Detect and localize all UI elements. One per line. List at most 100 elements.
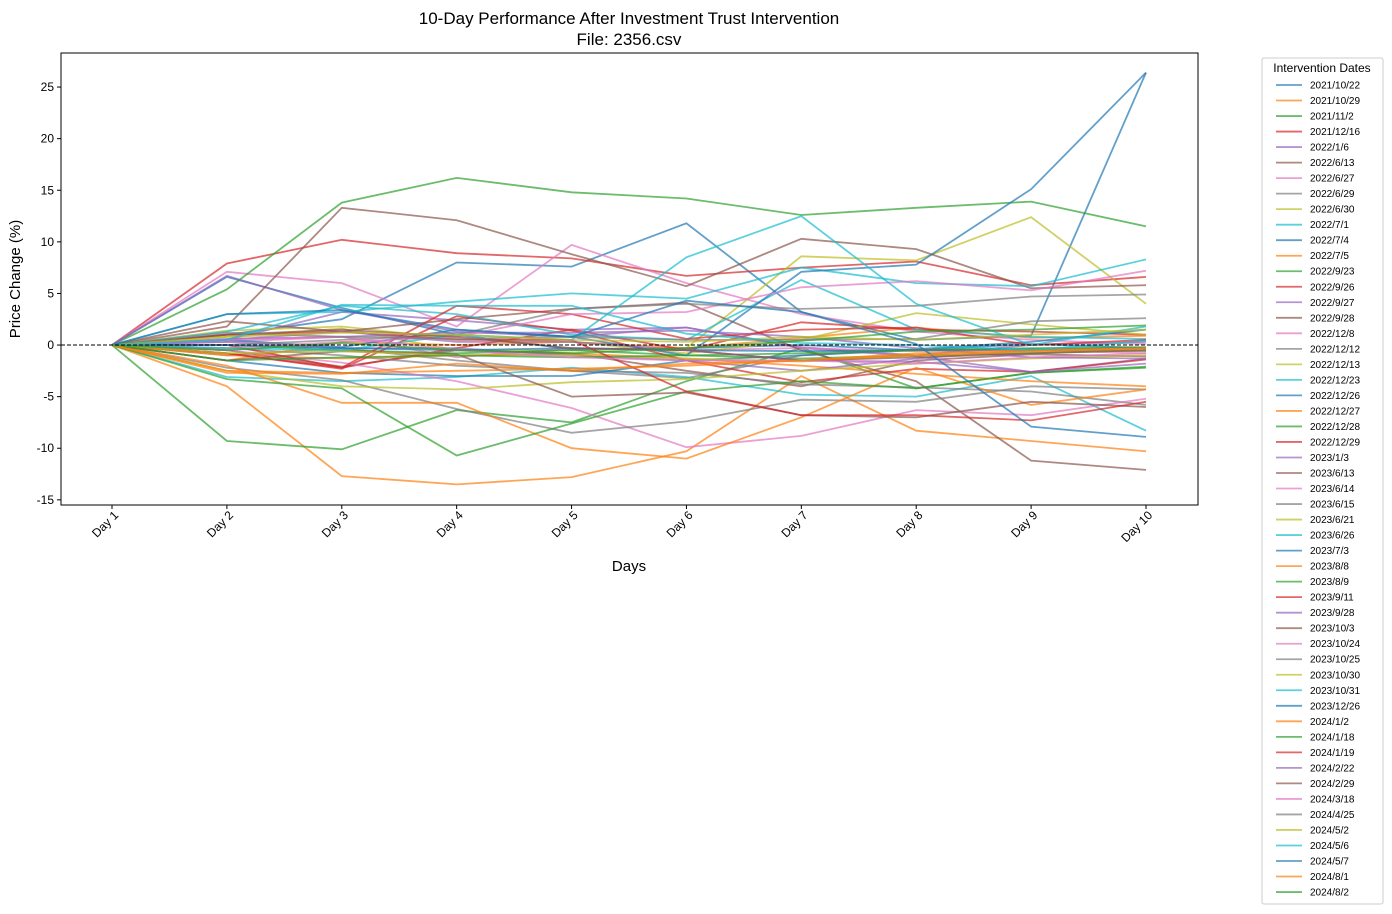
legend-entry-label: 2023/1/3 bbox=[1310, 453, 1349, 464]
x-tick-label: Day 2 bbox=[204, 508, 236, 540]
y-tick-label: 20 bbox=[41, 132, 55, 146]
legend-entry-label: 2024/1/18 bbox=[1310, 732, 1355, 743]
y-axis: -15 -10 -5 0 5 10 15 20 25 bbox=[37, 80, 61, 507]
series-line-2022/12/26 bbox=[111, 328, 1147, 377]
series-line-2021/12/16 bbox=[111, 238, 1147, 346]
legend-entry-label: 2023/9/28 bbox=[1310, 608, 1355, 619]
legend-entry-label: 2022/7/4 bbox=[1310, 236, 1349, 247]
x-tick-label: Day 7 bbox=[778, 508, 810, 540]
series-line-2023/10/25 bbox=[112, 293, 1147, 346]
series-line-2023/10/31 bbox=[111, 215, 1147, 352]
series-line-2022/9/28 bbox=[111, 206, 1147, 346]
legend-entry-label: 2022/12/23 bbox=[1310, 375, 1360, 386]
y-tick-label: 15 bbox=[41, 183, 55, 197]
legend-entry-label: 2023/6/14 bbox=[1310, 484, 1355, 495]
legend-entry-label: 2024/3/18 bbox=[1310, 794, 1355, 805]
y-tick-label: -10 bbox=[37, 441, 55, 455]
y-tick-label: 25 bbox=[41, 80, 55, 94]
series-line-2024/5/2 bbox=[111, 328, 1147, 346]
legend-entry-label: 2021/10/22 bbox=[1310, 81, 1360, 92]
legend-entry-label: 2022/7/1 bbox=[1310, 220, 1349, 231]
series-line-2023/6/26 bbox=[111, 279, 1147, 346]
legend-entry-label: 2023/8/8 bbox=[1310, 562, 1349, 573]
plot-area-frame bbox=[60, 52, 1199, 506]
legend-entry-label: 2023/10/25 bbox=[1310, 655, 1360, 666]
legend-entry-label: 2024/5/2 bbox=[1310, 825, 1349, 836]
chart-subtitle: File: 2356.csv bbox=[577, 30, 682, 49]
legend-entry-label: 2023/8/9 bbox=[1310, 577, 1349, 588]
legend-entry-label: 2023/6/15 bbox=[1310, 500, 1355, 511]
legend-entry-label: 2023/9/11 bbox=[1310, 593, 1354, 604]
legend-entry-label: 2022/12/12 bbox=[1310, 344, 1360, 355]
legend-title: Intervention Dates bbox=[1273, 61, 1370, 75]
chart-title: 10-Day Performance After Investment Trus… bbox=[419, 9, 839, 28]
legend-entry-label: 2022/7/5 bbox=[1310, 251, 1349, 262]
legend-entry-label: 2022/12/8 bbox=[1310, 329, 1355, 340]
x-tick-label: Day 3 bbox=[319, 508, 351, 540]
legend-entry-label: 2022/12/27 bbox=[1310, 406, 1360, 417]
series-line-2024/5/7 bbox=[111, 299, 1147, 438]
x-tick-label: Day 9 bbox=[1008, 508, 1040, 540]
y-tick-label: -15 bbox=[37, 493, 55, 507]
legend-entry-label: 2023/6/26 bbox=[1310, 531, 1355, 542]
x-tick-label: Day 1 bbox=[89, 508, 121, 540]
series-line-2024/2/22 bbox=[111, 330, 1147, 373]
x-tick-label: Day 5 bbox=[549, 508, 581, 540]
x-tick-label: Day 8 bbox=[893, 508, 925, 540]
legend-entry-label: 2022/6/27 bbox=[1310, 174, 1355, 185]
series-line-2023/10/3 bbox=[111, 344, 1147, 419]
legend-entry-label: 2023/10/24 bbox=[1310, 639, 1360, 650]
legend-entry-label: 2022/9/27 bbox=[1310, 298, 1355, 309]
legend-entry-label: 2022/9/28 bbox=[1310, 313, 1355, 324]
x-axis: Day 1 Day 2 Day 3 Day 4 Day 5 Day 6 Day 7 Day 8… bbox=[89, 505, 1155, 545]
legend-entry-label: 2022/6/30 bbox=[1310, 205, 1355, 216]
series-line-2022/9/23 bbox=[111, 176, 1147, 346]
y-tick-label: 10 bbox=[41, 235, 55, 249]
series-line-2024/5/6 bbox=[111, 303, 1147, 352]
series-line-2021/10/22 bbox=[111, 72, 1147, 346]
legend-entry-label: 2024/5/7 bbox=[1310, 857, 1349, 868]
series-line-2022/12/23 bbox=[111, 258, 1147, 346]
series-line-2024/8/2 bbox=[111, 324, 1147, 355]
legend-entry-label: 2023/10/31 bbox=[1310, 686, 1360, 697]
series-line-2024/8/1 bbox=[111, 344, 1147, 374]
series-line-2023/8/9 bbox=[111, 344, 1147, 457]
y-axis-label: Price Change (%) bbox=[7, 220, 24, 338]
legend-entry-label: 2022/12/28 bbox=[1310, 422, 1360, 433]
legend-entry-label: 2022/12/13 bbox=[1310, 360, 1360, 371]
legend-entry-label: 2024/1/19 bbox=[1310, 748, 1355, 759]
legend-entry-label: 2024/4/25 bbox=[1310, 810, 1355, 821]
x-tick-label: Day 4 bbox=[434, 508, 466, 540]
legend-entry-label: 2023/6/21 bbox=[1310, 515, 1355, 526]
legend-entry-label: 2021/10/29 bbox=[1310, 96, 1360, 107]
series-line-2024/3/18 bbox=[111, 335, 1147, 365]
legend-entry-label: 2022/12/29 bbox=[1310, 437, 1360, 448]
series-line-2024/1/18 bbox=[111, 344, 1147, 362]
x-axis-label: Days bbox=[612, 558, 646, 575]
legend-entry-label: 2024/2/29 bbox=[1310, 779, 1355, 790]
legend: Intervention Dates 2021/10/22 2021/10/29 2… bbox=[1261, 57, 1384, 905]
legend-entry-label: 2022/6/29 bbox=[1310, 189, 1355, 200]
y-tick-label: 5 bbox=[47, 286, 54, 300]
legend-entry-label: 2023/12/26 bbox=[1310, 701, 1360, 712]
legend-entry-label: 2022/9/23 bbox=[1310, 267, 1355, 278]
legend-entry-label: 2024/2/22 bbox=[1310, 763, 1355, 774]
legend-entry-label: 2021/12/16 bbox=[1310, 127, 1360, 138]
legend-entry-label: 2023/10/30 bbox=[1310, 670, 1360, 681]
legend-entry-label: 2024/8/1 bbox=[1310, 872, 1349, 883]
series-line-2024/2/29 bbox=[111, 328, 1147, 362]
y-tick-label: 0 bbox=[47, 338, 54, 352]
legend-entry-label: 2024/1/2 bbox=[1310, 717, 1349, 728]
y-tick-label: -5 bbox=[43, 390, 54, 404]
legend-entry-label: 2022/12/26 bbox=[1310, 391, 1360, 402]
legend-entry-label: 2022/1/6 bbox=[1310, 143, 1349, 154]
x-tick-label: Day 10 bbox=[1118, 508, 1155, 545]
plot-lines bbox=[111, 71, 1147, 486]
legend-entry-label: 2022/9/26 bbox=[1310, 282, 1355, 293]
legend-entry-label: 2021/11/2 bbox=[1310, 112, 1354, 123]
legend-entry-label: 2023/7/3 bbox=[1310, 546, 1349, 557]
series-line-2024/1/19 bbox=[111, 330, 1147, 422]
legend-entry-label: 2024/8/2 bbox=[1310, 888, 1349, 899]
series-line-2021/10/29 bbox=[111, 344, 1147, 486]
